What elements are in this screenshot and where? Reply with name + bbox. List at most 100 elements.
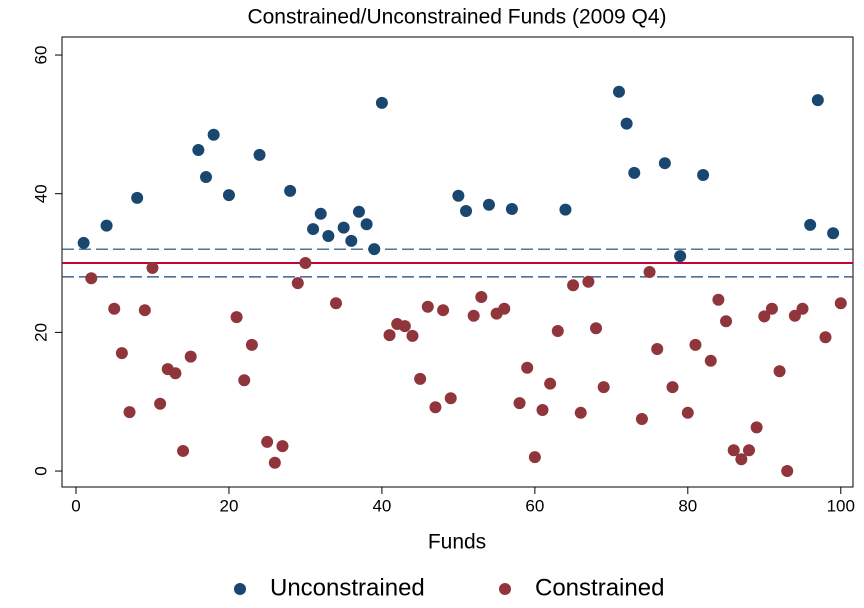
point <box>781 465 794 478</box>
point <box>689 338 702 351</box>
point <box>704 354 717 367</box>
x-tick-label: 80 <box>678 496 697 515</box>
point <box>291 277 304 290</box>
point <box>375 96 388 109</box>
point <box>123 406 136 419</box>
point <box>505 202 518 215</box>
point <box>253 148 266 161</box>
point <box>146 261 159 274</box>
point <box>314 207 327 220</box>
x-tick-label: 0 <box>71 496 80 515</box>
point <box>590 322 603 335</box>
legend-label: Constrained <box>535 574 664 601</box>
x-tick-label: 100 <box>827 496 855 515</box>
point <box>352 205 365 218</box>
point <box>773 365 786 378</box>
legend-label: Unconstrained <box>270 574 425 601</box>
point <box>819 331 832 344</box>
point <box>482 198 495 211</box>
point <box>437 304 450 317</box>
point <box>727 444 740 457</box>
point <box>651 343 664 356</box>
point <box>765 302 778 315</box>
point <box>674 250 687 263</box>
point <box>521 361 534 374</box>
y-tick-label: 40 <box>31 184 50 203</box>
point <box>544 377 557 390</box>
point <box>307 223 320 236</box>
x-axis-title: Funds <box>428 531 486 554</box>
point <box>804 218 817 231</box>
point <box>612 85 625 98</box>
point <box>643 266 656 279</box>
point <box>513 397 526 410</box>
legend-marker <box>234 583 246 595</box>
point <box>559 203 572 216</box>
point <box>169 367 182 380</box>
point <box>337 221 350 234</box>
point <box>720 315 733 328</box>
point <box>796 302 809 315</box>
x-tick-label: 60 <box>525 496 544 515</box>
point <box>475 291 488 304</box>
chart-title: Constrained/Unconstrained Funds (2009 Q4… <box>247 6 666 29</box>
point <box>666 381 679 394</box>
legend-marker <box>499 583 511 595</box>
point <box>597 381 610 394</box>
point <box>827 227 840 240</box>
point <box>582 275 595 288</box>
point <box>635 413 648 426</box>
point <box>658 157 671 170</box>
point <box>368 243 381 256</box>
point <box>444 392 457 405</box>
point <box>154 397 167 410</box>
point <box>421 300 434 313</box>
point <box>628 166 641 179</box>
point <box>322 229 335 242</box>
point <box>567 279 580 292</box>
point <box>788 309 801 322</box>
point <box>261 435 274 448</box>
point <box>330 297 343 310</box>
point <box>528 451 541 464</box>
plot-frame <box>61 36 854 488</box>
point <box>467 309 480 322</box>
point <box>758 310 771 323</box>
point <box>429 401 442 414</box>
point <box>131 191 144 204</box>
point <box>207 128 220 141</box>
point <box>452 189 465 202</box>
point <box>138 304 151 317</box>
point <box>230 311 243 324</box>
point <box>360 218 373 231</box>
point <box>697 168 710 181</box>
y-tick-label: 20 <box>31 323 50 342</box>
point <box>536 404 549 417</box>
point <box>238 374 251 387</box>
point <box>115 347 128 360</box>
point <box>834 297 847 310</box>
point <box>276 440 289 453</box>
y-tick-label: 60 <box>31 46 50 65</box>
point <box>620 117 633 130</box>
point <box>77 236 90 249</box>
point <box>299 257 312 270</box>
point <box>85 272 98 285</box>
point <box>574 406 587 419</box>
point <box>222 189 235 202</box>
point <box>742 444 755 457</box>
point <box>414 372 427 385</box>
point <box>184 350 197 363</box>
y-tick-label: 0 <box>31 466 50 475</box>
point <box>268 456 281 469</box>
point <box>551 324 564 337</box>
point <box>681 406 694 419</box>
point <box>811 94 824 107</box>
point <box>406 329 419 342</box>
x-tick-label: 20 <box>219 496 238 515</box>
point <box>460 205 473 218</box>
point <box>345 234 358 247</box>
point <box>177 444 190 457</box>
point <box>735 453 748 466</box>
